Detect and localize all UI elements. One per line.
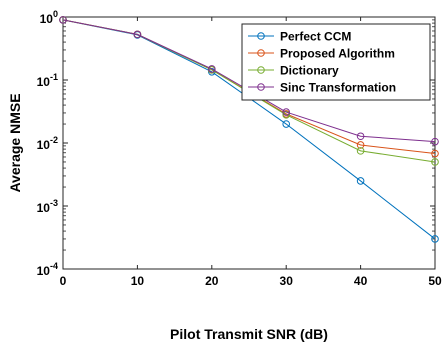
y-tick-exponent: 0 (53, 9, 58, 19)
x-axis-title: Pilot Transmit SNR (dB) (170, 326, 328, 342)
data-point (282, 120, 291, 128)
y-tick-label: 10-1 (37, 72, 58, 89)
data-point (356, 147, 365, 155)
x-tick-label: 40 (354, 274, 368, 288)
legend-swatch-marker (257, 32, 265, 40)
legend-label: Perfect CCM (280, 30, 351, 44)
data-point (431, 149, 439, 158)
y-tick-base: 10 (37, 201, 51, 215)
y-tick-base: 10 (37, 138, 51, 152)
data-point (208, 65, 216, 73)
y-tick-label: 10-3 (37, 198, 58, 215)
y-tick-label: 10-2 (37, 135, 58, 152)
y-tick-exponent: -1 (50, 72, 58, 82)
x-axis: 0 10 20 30 40 50 (60, 17, 442, 288)
legend-label: Proposed Algorithm (280, 47, 395, 61)
data-point (59, 16, 67, 24)
data-point (356, 132, 365, 141)
data-point (133, 30, 142, 39)
x-tick-label: 50 (428, 274, 442, 288)
legend-swatch-marker (257, 83, 265, 91)
legend-label: Sinc Transformation (280, 81, 396, 95)
data-point (431, 158, 439, 166)
legend-swatch-marker (257, 49, 265, 57)
y-tick-base: 10 (40, 12, 54, 26)
x-tick-label: 10 (131, 274, 145, 288)
legend-swatch-marker (257, 66, 265, 74)
y-tick-exponent: -2 (50, 135, 58, 145)
x-tick-label: 20 (205, 274, 219, 288)
y-tick-exponent: -3 (50, 198, 58, 208)
data-point (282, 108, 291, 116)
data-point (431, 137, 439, 146)
legend: Perfect CCM Proposed Algorithm Dictionary S… (241, 23, 431, 101)
y-tick-label: 10-4 (37, 261, 58, 278)
x-tick-label: 0 (60, 274, 67, 288)
y-tick-label: 100 (40, 9, 58, 26)
legend-label: Dictionary (280, 64, 339, 78)
y-axis-title: Average NMSE (7, 93, 23, 192)
data-point (356, 141, 365, 149)
y-tick-base: 10 (37, 75, 51, 89)
y-tick-base: 10 (37, 264, 51, 278)
data-point (356, 177, 365, 185)
x-tick-label: 30 (280, 274, 294, 288)
data-point (431, 235, 439, 243)
y-tick-exponent: -4 (50, 261, 58, 271)
